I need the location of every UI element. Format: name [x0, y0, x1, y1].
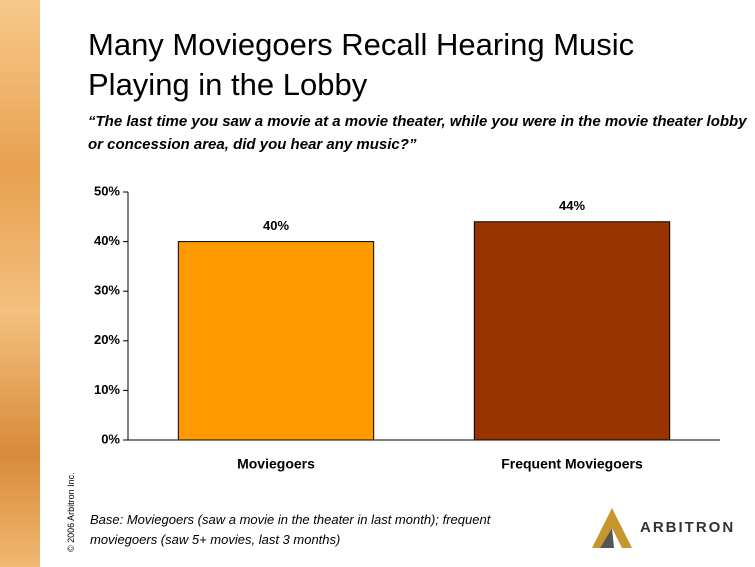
logo-text: ARBITRON — [640, 519, 735, 536]
title: Many Moviegoers Recall Hearing Music Pla… — [88, 27, 635, 102]
y-tick-label: 10% — [94, 382, 120, 397]
x-tick-label: Frequent Moviegoers — [501, 456, 643, 472]
y-tick-label: 50% — [94, 183, 120, 198]
decor-strip — [0, 0, 40, 567]
y-tick-label: 0% — [101, 431, 120, 446]
value-label: 44% — [559, 198, 585, 213]
bar — [473, 221, 671, 441]
logo: ARBITRON — [592, 508, 735, 548]
y-tick-label: 30% — [94, 283, 120, 298]
y-tick-label: 20% — [94, 332, 120, 347]
logo-mark — [600, 528, 614, 548]
value-label: 40% — [263, 218, 289, 233]
bar — [177, 241, 375, 441]
y-tick-label: 40% — [94, 233, 120, 248]
note: Base: Moviegoers (saw a movie in the the… — [90, 512, 491, 547]
x-tick-label: Moviegoers — [237, 456, 315, 472]
subtitle: “The last time you saw a movie at a movi… — [88, 113, 747, 153]
